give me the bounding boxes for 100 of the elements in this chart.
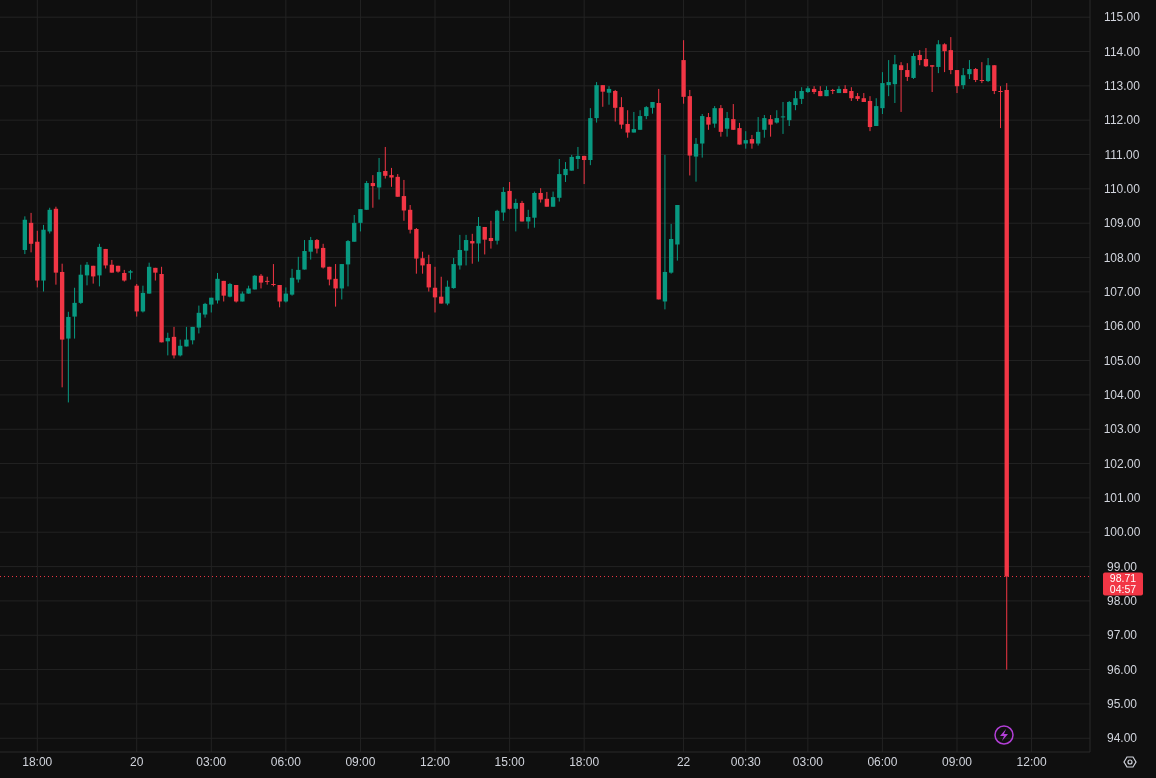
candlestick xyxy=(787,100,792,127)
candlestick xyxy=(606,85,612,106)
x-tick-label: 00:30 xyxy=(730,755,762,769)
y-tick-label: 107.00 xyxy=(1103,285,1141,300)
candlestick xyxy=(712,105,717,129)
y-tick-label: 105.00 xyxy=(1103,353,1141,368)
candlestick xyxy=(998,85,1003,129)
y-tick-label: 94.00 xyxy=(1106,731,1138,746)
candlestick xyxy=(874,97,879,127)
candlestick xyxy=(948,36,953,75)
y-tick-label: 98.00 xyxy=(1106,594,1138,609)
candlestick xyxy=(967,59,972,80)
candlestick xyxy=(575,146,581,170)
x-tick-label: 15:00 xyxy=(494,755,525,769)
x-tick-label: 12:00 xyxy=(1016,755,1047,769)
candlestick xyxy=(501,186,506,222)
candlestick xyxy=(482,226,487,255)
candlestick xyxy=(352,214,357,243)
candlestick xyxy=(476,216,481,263)
candlestick xyxy=(215,272,220,305)
x-tick-label: 18:00 xyxy=(22,755,53,769)
candlestick xyxy=(296,256,301,284)
x-tick-label: 03:00 xyxy=(792,755,824,769)
candlestick xyxy=(277,284,282,308)
candlestick xyxy=(439,276,444,305)
y-tick-label: 101.00 xyxy=(1103,491,1141,506)
candlestick xyxy=(457,234,463,271)
text: 04:57 xyxy=(1109,583,1137,596)
candlestick xyxy=(544,191,550,208)
candlestick xyxy=(811,85,817,95)
x-tick-label: 18:00 xyxy=(569,755,600,769)
y-tick-label: 104.00 xyxy=(1103,388,1141,403)
y-tick-label: 108.00 xyxy=(1103,250,1141,265)
x-tick-label: 06:00 xyxy=(270,755,302,769)
candlestick xyxy=(426,254,431,293)
y-tick-label: 113.00 xyxy=(1104,79,1141,94)
candlestick xyxy=(613,89,618,123)
y-tick-label: 109.00 xyxy=(1103,216,1141,231)
candlestick xyxy=(557,158,562,203)
candlestick xyxy=(395,173,400,198)
candlestick xyxy=(731,103,736,131)
candlestick xyxy=(463,234,469,266)
candlestick xyxy=(768,114,773,138)
y-tick-label: 97.00 xyxy=(1106,628,1138,643)
y-tick-label: 115.00 xyxy=(1104,10,1141,25)
candlestick xyxy=(258,273,264,289)
y-tick-label: 111.00 xyxy=(1104,147,1140,162)
candlestick xyxy=(749,134,755,150)
candlestick xyxy=(302,239,307,271)
candlestick xyxy=(631,111,637,134)
candlestick xyxy=(923,47,929,68)
x-tick-label: 06:00 xyxy=(867,755,898,769)
ref-line-label: 98.71 xyxy=(1109,572,1137,585)
candlestick xyxy=(718,104,724,138)
y-tick-label: 95.00 xyxy=(1106,697,1138,712)
candlestick xyxy=(985,57,991,83)
candlestick xyxy=(942,42,947,73)
candlestick xyxy=(762,114,767,139)
candlestick xyxy=(954,69,960,94)
y-tick-label: 106.00 xyxy=(1103,319,1141,334)
candlestick xyxy=(693,137,699,183)
candlestick xyxy=(637,109,643,131)
candlestick xyxy=(724,111,730,138)
candlestick xyxy=(911,52,916,80)
x-tick-label: 09:00 xyxy=(942,755,973,769)
candlestick xyxy=(389,167,394,188)
candlestick xyxy=(513,198,518,232)
candlestick xyxy=(488,220,494,250)
candlestick xyxy=(345,239,351,287)
candlestick xyxy=(196,305,202,334)
candlestick xyxy=(407,204,413,234)
candlestick xyxy=(600,84,605,108)
y-tick-label: 96.00 xyxy=(1106,662,1138,677)
candlestick xyxy=(507,181,512,210)
candlestick xyxy=(72,287,77,340)
x-tick-label: 09:00 xyxy=(345,755,376,769)
candlestick xyxy=(563,161,568,183)
candlestick xyxy=(929,64,935,93)
candlestick xyxy=(370,174,376,209)
candlestick xyxy=(28,212,34,253)
y-tick-label: 114.00 xyxy=(1104,44,1141,59)
y-tick-label: 103.00 xyxy=(1103,422,1141,437)
x-tick-label: 12:00 xyxy=(419,755,451,769)
candlestick xyxy=(936,39,941,74)
candlestick xyxy=(961,67,966,90)
candlestick xyxy=(892,54,898,104)
candlestick xyxy=(979,61,985,84)
candlestick xyxy=(755,116,761,147)
y-tick-label: 110.00 xyxy=(1104,182,1141,197)
y-tick-label: 102.00 xyxy=(1103,456,1141,471)
y-tick-label: 100.00 xyxy=(1103,525,1141,540)
candlestick xyxy=(289,268,295,297)
candlestick xyxy=(780,101,786,135)
candlestick xyxy=(66,311,71,403)
x-tick-label: 03:00 xyxy=(196,755,227,769)
y-tick-label: 99.00 xyxy=(1106,559,1138,574)
y-tick-label: 112.00 xyxy=(1104,113,1141,128)
candlestick xyxy=(308,236,313,261)
candlestick xyxy=(898,61,904,113)
candlestick xyxy=(737,122,742,146)
